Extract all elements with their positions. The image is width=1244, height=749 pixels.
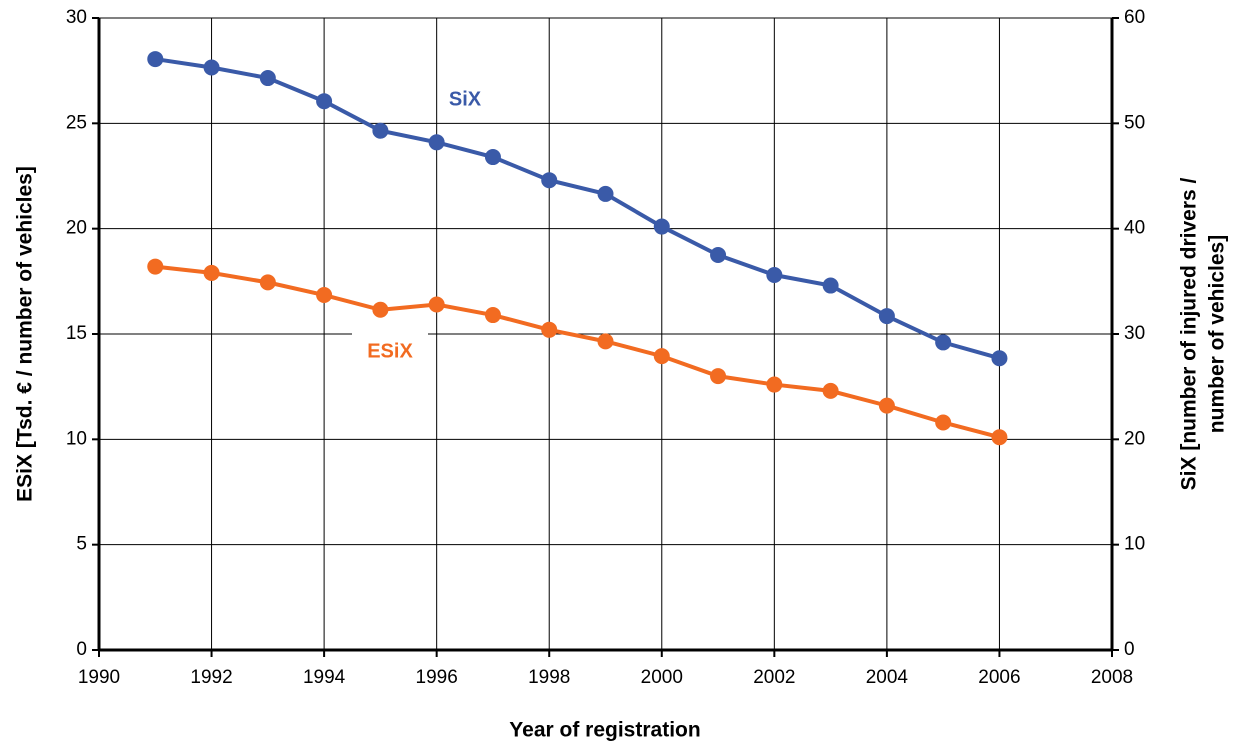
data-point — [991, 350, 1008, 367]
data-point — [316, 287, 333, 304]
y-tick-label: 5 — [76, 534, 87, 555]
y-axis-title: ESiX [Tsd. € / number of vehicles] — [14, 166, 37, 502]
data-point — [822, 277, 839, 294]
data-point — [597, 185, 614, 202]
y-tick-label: 15 — [66, 323, 87, 344]
data-point — [428, 134, 445, 151]
x-tick-label: 1996 — [416, 667, 458, 688]
y-tick-label: 30 — [66, 7, 87, 28]
x-axis-title: Year of registration — [509, 719, 700, 742]
y-tick-label: 0 — [76, 639, 87, 660]
y2-tick-label: 10 — [1124, 534, 1145, 555]
y2-tick-label: 0 — [1124, 639, 1135, 660]
data-point — [203, 264, 220, 281]
y2-tick-label: 50 — [1124, 112, 1145, 133]
x-tick-label: 2002 — [753, 667, 795, 688]
data-point — [484, 307, 501, 324]
series-line — [154, 57, 1000, 361]
data-point — [653, 348, 670, 365]
x-tick-label: 1994 — [303, 667, 346, 688]
series-label: ESiX — [367, 340, 413, 362]
data-point — [372, 301, 389, 318]
data-point — [935, 414, 952, 431]
x-tick-label: 2000 — [641, 667, 683, 688]
y-tick-label: 25 — [66, 112, 87, 133]
data-point — [484, 149, 501, 166]
data-point — [766, 376, 783, 393]
x-tick-label: 2004 — [866, 667, 909, 688]
y-tick-label: 10 — [66, 428, 87, 449]
y-tick-label: 20 — [66, 218, 87, 239]
data-point — [991, 429, 1008, 446]
data-point — [597, 333, 614, 350]
data-point — [428, 296, 445, 313]
data-point — [259, 70, 276, 87]
data-point — [147, 258, 164, 275]
x-tick-label: 2006 — [978, 667, 1020, 688]
data-point — [935, 334, 952, 351]
y2-tick-label: 30 — [1124, 323, 1145, 344]
x-tick-label: 1990 — [78, 667, 120, 688]
data-point — [710, 368, 727, 385]
x-tick-label: 1992 — [190, 667, 232, 688]
data-point — [653, 218, 670, 235]
x-tick-label: 2008 — [1091, 667, 1133, 688]
series-line — [155, 264, 1000, 440]
y2-tick-label: 20 — [1124, 428, 1145, 449]
data-point — [147, 51, 164, 68]
data-point — [316, 93, 333, 110]
data-point — [259, 274, 276, 291]
data-point — [710, 247, 727, 263]
data-point — [372, 122, 389, 139]
data-point — [822, 382, 839, 399]
data-point — [203, 59, 220, 76]
data-point — [878, 308, 895, 325]
label-bg — [352, 332, 428, 372]
data-point — [541, 172, 558, 189]
y2-tick-label: 40 — [1124, 218, 1145, 239]
data-point — [878, 397, 895, 414]
data-point — [541, 321, 558, 338]
y2-axis-title: number of vehicles] — [1206, 235, 1229, 433]
y2-tick-label: 60 — [1124, 7, 1145, 28]
x-tick-label: 1998 — [528, 667, 570, 688]
series-label: SiX — [449, 88, 482, 110]
y2-axis-title: SiX [number of injured drivers / — [1178, 177, 1201, 490]
data-point — [766, 267, 783, 284]
